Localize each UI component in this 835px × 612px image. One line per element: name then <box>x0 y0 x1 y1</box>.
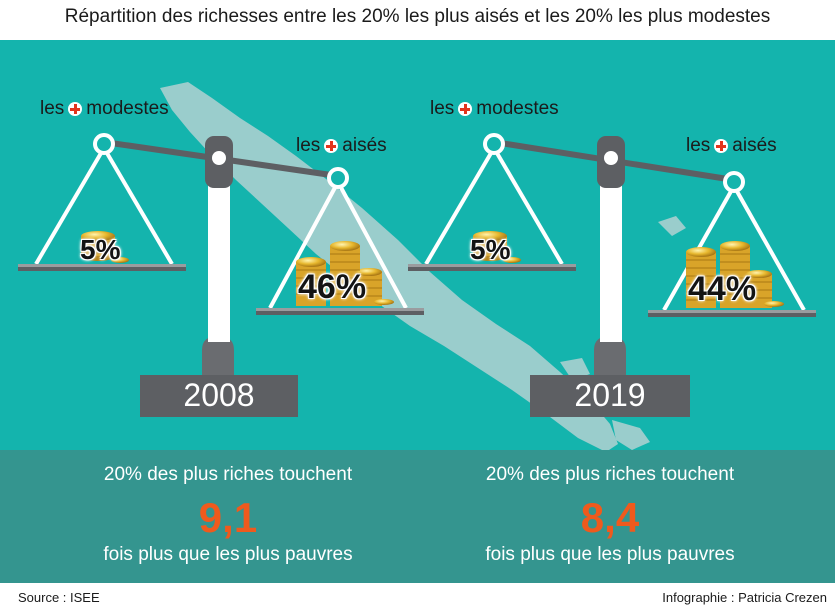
label-prefix: les <box>686 135 711 156</box>
percent-modestes-2008: 5% <box>80 234 121 265</box>
label-prefix: les <box>296 135 321 156</box>
label-modestes-text: modestes <box>476 98 559 119</box>
plus-icon <box>714 139 729 153</box>
scale-2019 <box>408 133 816 417</box>
balance-scales-graphic <box>18 133 816 417</box>
stat-2019-line1: 20% des plus riches touchent <box>485 464 735 485</box>
stat-2019-line2: fois plus que les plus pauvres <box>485 544 735 565</box>
year-2019: 2019 <box>574 377 646 413</box>
percent-aises-2019: 44% <box>688 270 757 308</box>
label-modestes-text: modestes <box>86 98 169 119</box>
infographic-title: Répartition des richesses entre les 20% … <box>64 6 771 27</box>
label-prefix: les <box>40 98 65 119</box>
stat-2008-line1: 20% des plus riches touchent <box>103 464 353 485</box>
plus-icon <box>458 102 473 116</box>
percent-modestes-2019: 5% <box>470 234 511 265</box>
label-aises-2019: les aisés <box>686 135 777 157</box>
label-aises-text: aisés <box>342 135 387 156</box>
scale-2008 <box>18 133 424 417</box>
year-2008: 2008 <box>183 377 255 413</box>
label-prefix: les <box>430 98 455 119</box>
plus-icon <box>324 139 339 153</box>
credit-note: Infographie : Patricia Crezen <box>662 590 827 605</box>
stats-band <box>0 450 835 583</box>
stat-2008-value: 9,1 <box>198 494 258 541</box>
stat-2008-line2: fois plus que les plus pauvres <box>103 544 353 565</box>
label-modestes-2019: les modestes <box>430 98 559 120</box>
plus-icon <box>68 102 83 116</box>
stat-2019-value: 8,4 <box>580 494 640 541</box>
source-note: Source : ISEE <box>18 590 100 605</box>
label-aises-2008: les aisés <box>296 135 387 157</box>
label-modestes-2008: les modestes <box>40 98 169 120</box>
label-aises-text: aisés <box>732 135 777 156</box>
infographic-panel: les modestes les aisés 5% 46% 2008 les m… <box>0 40 835 583</box>
percent-aises-2008: 46% <box>298 268 367 306</box>
